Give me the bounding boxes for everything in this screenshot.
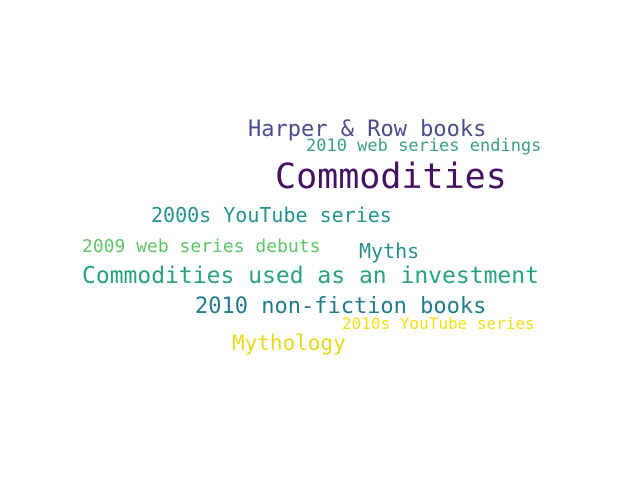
word-2009-web-series-debuts: 2009 web series debuts	[82, 236, 321, 257]
word-2000s-youtube-series: 2000s YouTube series	[151, 203, 392, 227]
word-2010-web-series-endings: 2010 web series endings	[306, 136, 542, 156]
word-commodities: Commodities	[275, 157, 507, 197]
word-myths: Myths	[359, 239, 420, 263]
word-commodities-investment: Commodities used as an investment	[82, 263, 539, 289]
word-harper-row-books: Harper & Row books	[248, 117, 487, 142]
word-mythology: Mythology	[232, 331, 346, 355]
word-2010-non-fiction-books: 2010 non-fiction books	[195, 294, 487, 319]
word-2010s-youtube-series: 2010s YouTube series	[342, 314, 535, 333]
